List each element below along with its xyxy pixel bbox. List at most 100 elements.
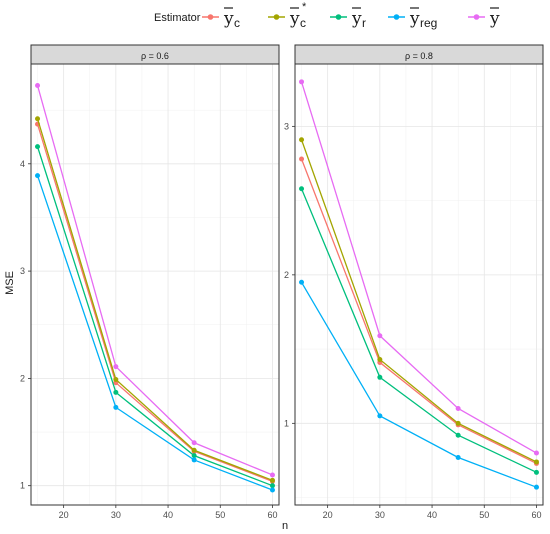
y-tick-label: 3 bbox=[20, 266, 25, 276]
facet-strip-label: ρ = 0.8 bbox=[405, 51, 433, 61]
x-tick-label: 60 bbox=[267, 510, 277, 520]
legend-key-point bbox=[335, 14, 342, 20]
legend-subscript: r bbox=[362, 16, 366, 30]
panel-border bbox=[30, 63, 280, 506]
data-point bbox=[113, 404, 119, 410]
data-point bbox=[377, 374, 383, 380]
series-line bbox=[300, 188, 537, 473]
panel-rho-0-6: ρ = 0.6 20 30 40 50 60 1 2 3 4 bbox=[20, 44, 280, 520]
x-tick-label: 40 bbox=[427, 510, 437, 520]
data-point bbox=[299, 137, 305, 143]
data-point bbox=[533, 469, 539, 475]
data-point bbox=[377, 356, 383, 362]
gridlines bbox=[31, 64, 279, 505]
legend-key-point bbox=[473, 14, 480, 20]
legend-entry-yreg: y reg bbox=[388, 7, 437, 30]
series-ybar bbox=[35, 82, 275, 478]
legend-symbol: y bbox=[223, 9, 234, 29]
y-tick-label: 3 bbox=[284, 121, 289, 131]
series-line bbox=[300, 81, 537, 454]
legend: Estimator y c y c*y r y reg y bbox=[154, 1, 500, 30]
data-point bbox=[35, 173, 41, 179]
x-tick-label: 20 bbox=[323, 510, 333, 520]
x-axis-label: n bbox=[282, 520, 288, 532]
legend-title: Estimator bbox=[154, 12, 201, 24]
data-point bbox=[533, 459, 539, 465]
legend-subscript: c bbox=[300, 16, 306, 30]
x-tick-label: 20 bbox=[59, 510, 69, 520]
series-yc_star bbox=[35, 116, 275, 483]
data-point bbox=[113, 364, 119, 370]
data-point bbox=[377, 413, 383, 419]
data-point bbox=[191, 440, 197, 446]
data-point bbox=[113, 389, 119, 395]
data-point bbox=[269, 472, 275, 478]
legend-subscript: reg bbox=[420, 16, 437, 30]
series-line bbox=[36, 175, 273, 491]
panel-border bbox=[294, 63, 544, 506]
data-point bbox=[377, 333, 383, 339]
facet-strip-label: ρ = 0.6 bbox=[141, 51, 169, 61]
legend-symbol: y bbox=[409, 9, 420, 29]
legend-subscript: c bbox=[234, 16, 240, 30]
data-point bbox=[455, 405, 461, 411]
data-point bbox=[533, 484, 539, 490]
data-point bbox=[191, 457, 197, 463]
series-yreg bbox=[35, 173, 275, 493]
data-point bbox=[299, 279, 305, 285]
series-line bbox=[36, 85, 273, 476]
x-tick-label: 40 bbox=[163, 510, 173, 520]
legend-symbol: y bbox=[351, 9, 362, 29]
y-tick-label: 4 bbox=[20, 159, 25, 169]
x-tick-label: 30 bbox=[111, 510, 121, 520]
axis-ticks: 20 30 40 50 60 1 2 3 4 bbox=[20, 159, 277, 520]
y-tick-label: 1 bbox=[20, 481, 25, 491]
legend-key-point bbox=[207, 14, 214, 20]
panel-background bbox=[295, 64, 543, 505]
y-tick-label: 2 bbox=[284, 270, 289, 280]
legend-symbol: y bbox=[289, 9, 300, 29]
data-point bbox=[35, 144, 41, 150]
data-point bbox=[35, 116, 41, 122]
data-point bbox=[455, 432, 461, 438]
series-line bbox=[300, 281, 537, 488]
series-yr bbox=[35, 144, 275, 489]
y-tick-label: 1 bbox=[284, 418, 289, 428]
series-line bbox=[36, 123, 273, 483]
y-tick-label: 2 bbox=[20, 373, 25, 383]
x-tick-label: 50 bbox=[479, 510, 489, 520]
legend-key-point bbox=[393, 14, 400, 20]
series-yr bbox=[299, 186, 539, 475]
legend-superscript: * bbox=[302, 1, 307, 13]
data-point bbox=[35, 82, 41, 88]
data-point bbox=[299, 186, 305, 192]
series-line bbox=[36, 118, 273, 481]
data-point bbox=[299, 156, 305, 162]
data-point bbox=[533, 450, 539, 456]
y-axis-label: MSE bbox=[4, 271, 16, 295]
data-point bbox=[269, 483, 275, 489]
panel-rho-0-8: ρ = 0.8 20 30 40 50 60 1 2 3 bbox=[284, 44, 544, 520]
legend-entry-ybar: y bbox=[468, 7, 500, 29]
data-point bbox=[113, 376, 119, 382]
series-line bbox=[300, 158, 537, 465]
x-tick-label: 30 bbox=[375, 510, 385, 520]
series-line bbox=[36, 146, 273, 487]
data-point bbox=[191, 447, 197, 453]
data-point bbox=[299, 79, 305, 85]
data-point bbox=[191, 453, 197, 459]
series-yreg bbox=[299, 279, 539, 490]
data-point bbox=[269, 487, 275, 493]
data-point bbox=[455, 454, 461, 460]
x-tick-label: 60 bbox=[531, 510, 541, 520]
panel-background bbox=[31, 64, 279, 505]
series-yc_star bbox=[299, 137, 539, 465]
legend-key-point bbox=[273, 14, 280, 20]
series-line bbox=[300, 139, 537, 463]
x-tick-label: 50 bbox=[215, 510, 225, 520]
data-point bbox=[269, 477, 275, 483]
data-point bbox=[455, 420, 461, 426]
